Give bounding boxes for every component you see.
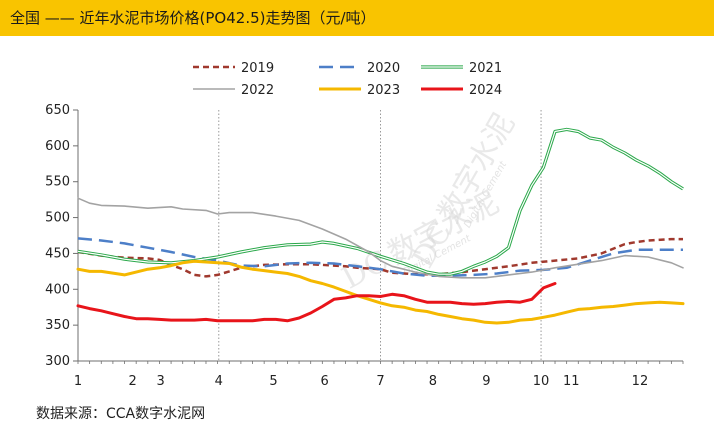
legend-item-2023: 2023 [319,83,400,98]
x-tick-label: 1 [74,374,82,389]
y-tick-label: 650 [45,103,70,118]
series-2022 [77,197,684,279]
x-tick-label: 4 [215,374,223,389]
y-tick-label: 350 [45,318,70,333]
x-tick-label: 10 [533,374,550,389]
legend-item-2020: 2020 [319,61,400,76]
y-tick-label: 500 [45,211,70,226]
x-tick-label: 3 [156,374,164,389]
title-bar: 全国 —— 近年水泥市场价格(PO42.5)走势图（元/吨） [0,0,714,36]
y-tick-label: 600 [45,139,70,154]
x-tick-label: 9 [482,374,490,389]
series-line-inner [77,128,684,275]
y-tick-label: 300 [45,354,70,369]
series-lines [76,127,685,325]
legend-item-2019: 2019 [193,61,274,76]
data-source-note: 数据来源：CCA数字水泥网 [36,406,206,422]
x-tick-label: 7 [376,374,384,389]
series-2019 [77,237,683,278]
x-tick-label: 5 [269,374,277,389]
x-tick-label: 6 [321,374,329,389]
x-tick-label: 2 [129,374,137,389]
legend-item-2024: 2024 [421,83,502,98]
series-line [76,259,685,325]
series-line [77,237,683,278]
series-2021 [77,127,684,276]
y-tick-label: 400 [45,282,70,297]
x-tick-label: 11 [563,374,580,389]
legend-item-2021: 2021 [421,61,502,76]
legend: 2019 2020 2021 2022 2023 2024 [193,61,502,98]
series-line [76,282,557,323]
legend-label: 2019 [241,61,274,76]
y-tick-label: 550 [45,175,70,190]
series-2023 [76,259,685,325]
y-tick-label: 450 [45,246,70,261]
legend-label: 2020 [367,61,400,76]
x-tick-label: 12 [632,374,649,389]
series-line [77,197,684,279]
x-tick-label: 8 [429,374,437,389]
series-2024 [76,282,557,323]
legend-item-2022: 2022 [193,83,274,98]
legend-label: 2024 [469,83,502,98]
legend-label: 2023 [367,83,400,98]
chart-title: 全国 —— 近年水泥市场价格(PO42.5)走势图（元/吨） [10,9,376,27]
legend-label: 2022 [241,83,274,98]
legend-label: 2021 [469,61,502,76]
